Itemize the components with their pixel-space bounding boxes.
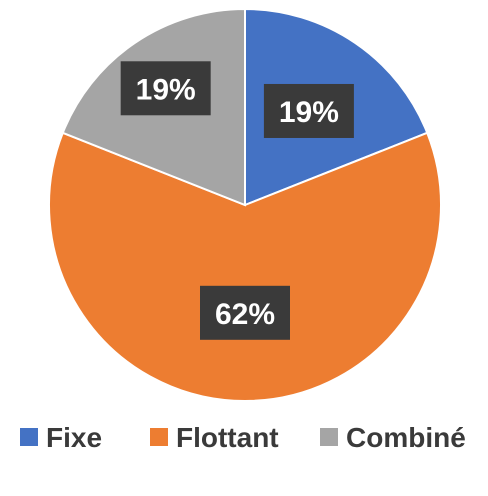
legend-label: Flottant (176, 422, 279, 453)
legend: Fixe Flottant Combiné (20, 422, 466, 453)
data-label-box (120, 61, 211, 116)
data-label-flottant: 62% (200, 285, 290, 340)
data-label-combin: 19% (120, 61, 211, 116)
legend-label: Combiné (346, 422, 466, 453)
data-label-box (200, 285, 290, 340)
data-label-text: 62% (215, 298, 275, 331)
legend-label: Fixe (46, 422, 102, 453)
data-label-fixe: 19% (263, 83, 354, 138)
data-label-text: 19% (279, 96, 339, 129)
data-label-box (263, 83, 354, 138)
legend-swatch (150, 428, 168, 446)
pie-slice-flottant (48, 131, 442, 403)
legend-swatch (20, 428, 38, 446)
legend-item-fixe: Fixe (20, 422, 102, 453)
data-labels: 19% 62% 19% (120, 61, 354, 340)
legend-item-combin: Combiné (320, 422, 466, 453)
data-label-text: 19% (136, 73, 196, 106)
pie-slices (48, 7, 442, 403)
legend-item-flottant: Flottant (150, 422, 279, 453)
legend-swatch (320, 428, 338, 446)
